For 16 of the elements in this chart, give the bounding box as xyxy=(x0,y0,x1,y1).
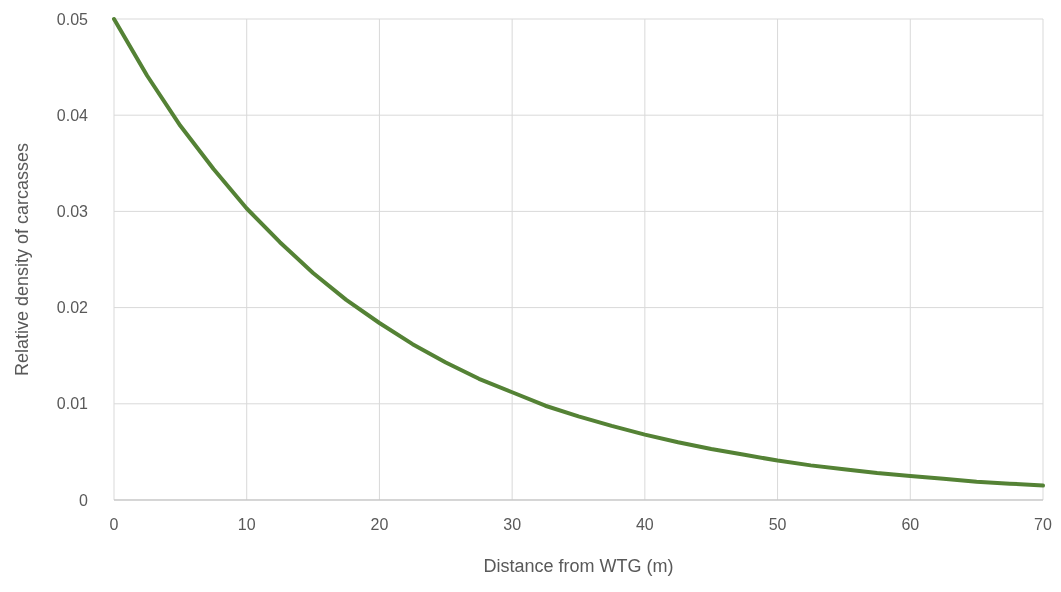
x-tick-label: 50 xyxy=(768,516,787,533)
x-axis-title: Distance from WTG (m) xyxy=(483,556,674,576)
y-axis-title: Relative density of carcasses xyxy=(12,142,32,377)
x-tick-label: 70 xyxy=(1034,516,1052,533)
x-tick-label: 10 xyxy=(237,516,256,533)
y-tick-label: 0.02 xyxy=(56,299,89,317)
y-tick-label: 0.04 xyxy=(56,106,89,124)
y-tick-label: 0 xyxy=(79,491,89,509)
x-tick-label: 20 xyxy=(370,516,389,533)
x-tick-label: 0 xyxy=(109,516,119,533)
y-tick-label: 0.01 xyxy=(56,395,89,413)
x-tick-label: 60 xyxy=(901,516,920,533)
x-tick-label: 40 xyxy=(635,516,654,533)
y-tick-label: 0.03 xyxy=(56,203,89,220)
y-tick-label: 0.05 xyxy=(56,10,89,28)
x-tick-label: 30 xyxy=(503,516,522,533)
